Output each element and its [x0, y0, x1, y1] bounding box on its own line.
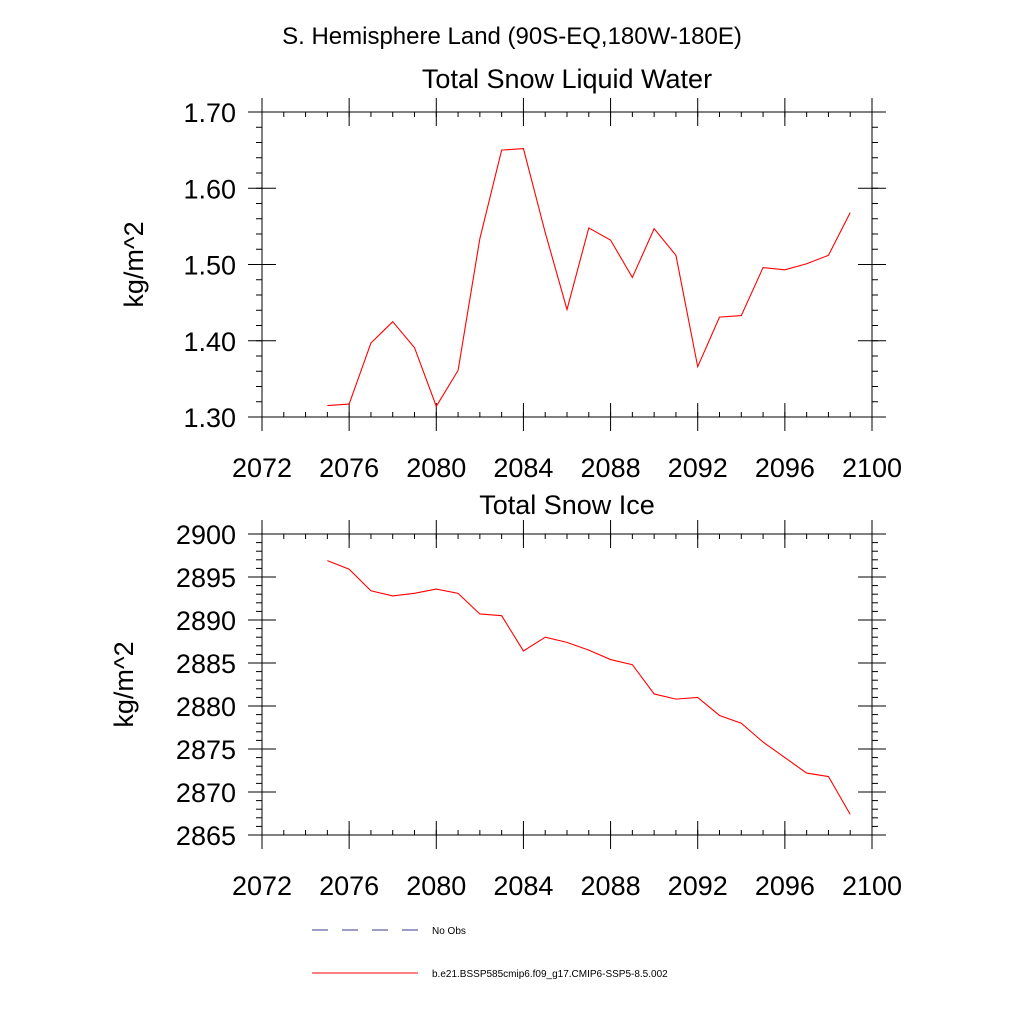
y-tick-label: 2875	[176, 735, 236, 765]
series-line	[327, 148, 851, 408]
y-tick-label: 1.40	[183, 327, 236, 357]
y-tick-label: 1.70	[183, 98, 236, 128]
y-tick-label: 2890	[176, 606, 236, 636]
legend-label-1: No Obs	[432, 926, 466, 937]
y-tick-label: 1.60	[183, 174, 236, 204]
x-tick-label: 2072	[232, 871, 292, 901]
y-axis-label: kg/m^2	[109, 641, 139, 727]
x-tick-label: 2072	[232, 453, 292, 483]
x-tick-label: 2084	[493, 871, 553, 901]
x-tick-label: 2096	[755, 453, 815, 483]
x-tick-label: 2100	[842, 871, 902, 901]
x-tick-label: 2088	[581, 871, 641, 901]
legend-label-2: b.e21.BSSP585cmip6.f09_g17.CMIP6-SSP5-8.…	[432, 969, 668, 980]
x-tick-label: 2080	[406, 871, 466, 901]
x-tick-label: 2076	[319, 871, 379, 901]
series-line	[327, 560, 851, 815]
chart-panel-1: Total Snow Liquid Water kg/m^2 2072 2076 208…	[119, 64, 902, 483]
x-tick-label: 2092	[668, 871, 728, 901]
y-tick-label: 2900	[176, 520, 236, 550]
x-tick-label: 2076	[319, 453, 379, 483]
y-tick-label: 1.30	[183, 403, 236, 433]
y-tick-label: 2880	[176, 692, 236, 722]
y-tick-label: 2865	[176, 821, 236, 851]
plot-frame	[261, 533, 873, 836]
plot-frame	[261, 111, 873, 418]
y-axis-label: kg/m^2	[119, 221, 149, 307]
chart-panels: Total Snow Liquid Water kg/m^2 2072 2076 208…	[109, 64, 902, 901]
chart-title: Total Snow Liquid Water	[422, 64, 712, 94]
chart-panel-2: Total Snow Ice kg/m^2 2072 2076 2080 2084 2088…	[109, 490, 902, 901]
y-tick-label: 2895	[176, 563, 236, 593]
x-tick-label: 2100	[842, 453, 902, 483]
figure-title: S. Hemisphere Land (90S-EQ,180W-180E)	[282, 23, 742, 50]
legend: No Obs b.e21.BSSP585cmip6.f09_g17.CMIP6-S…	[312, 926, 668, 980]
x-tick-label: 2080	[406, 453, 466, 483]
x-tick-label: 2092	[668, 453, 728, 483]
chart-title: Total Snow Ice	[479, 490, 655, 520]
x-tick-label: 2088	[581, 453, 641, 483]
y-tick-label: 2885	[176, 649, 236, 679]
y-tick-label: 1.50	[183, 251, 236, 281]
y-tick-label: 2870	[176, 778, 236, 808]
x-tick-label: 2096	[755, 871, 815, 901]
x-tick-label: 2084	[493, 453, 553, 483]
